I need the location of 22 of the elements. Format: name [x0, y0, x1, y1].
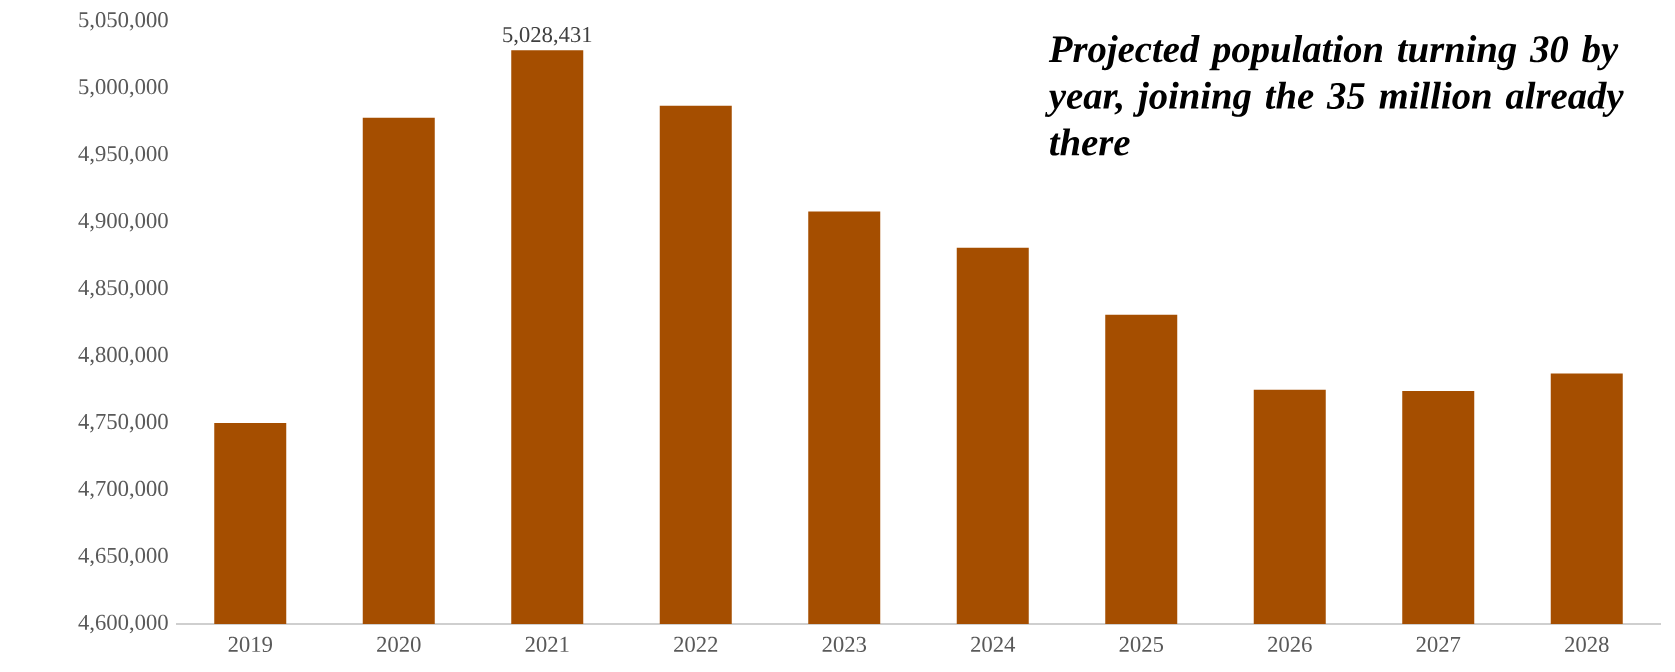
y-tick-label: 4,750,000 — [78, 413, 168, 433]
y-tick-label: 4,600,000 — [78, 614, 168, 634]
x-tick-label: 2028 — [1565, 636, 1609, 653]
text: Projected population turning 30 by year, joining the 35 million already there — [1044, 35, 1624, 156]
y-tick-label: 4,900,000 — [78, 212, 168, 232]
x-tick-label: 2019 — [228, 636, 272, 653]
y-tick-label: 4,950,000 — [78, 145, 168, 165]
y-tick-label: 4,700,000 — [78, 480, 168, 500]
data-label: 5,028,431 — [503, 26, 592, 46]
x-tick-label: 2027 — [1416, 636, 1461, 653]
y-tick-label: 5,050,000 — [79, 12, 168, 31]
x-tick-label: 2025 — [1119, 636, 1164, 653]
y-tick-label: 4,650,000 — [78, 547, 168, 567]
y-tick-label: 4,850,000 — [78, 279, 168, 299]
x-tick-label: 2023 — [822, 636, 867, 653]
x-tick-label: 2026 — [1268, 636, 1312, 653]
x-tick-label: 2021 — [525, 636, 569, 653]
x-tick-label: 2024 — [971, 636, 1016, 653]
x-tick-label: 2020 — [377, 636, 421, 653]
y-tick-label: 4,800,000 — [78, 346, 168, 366]
x-tick-label: 2022 — [674, 636, 718, 653]
y-tick-label: 5,000,000 — [79, 79, 168, 98]
